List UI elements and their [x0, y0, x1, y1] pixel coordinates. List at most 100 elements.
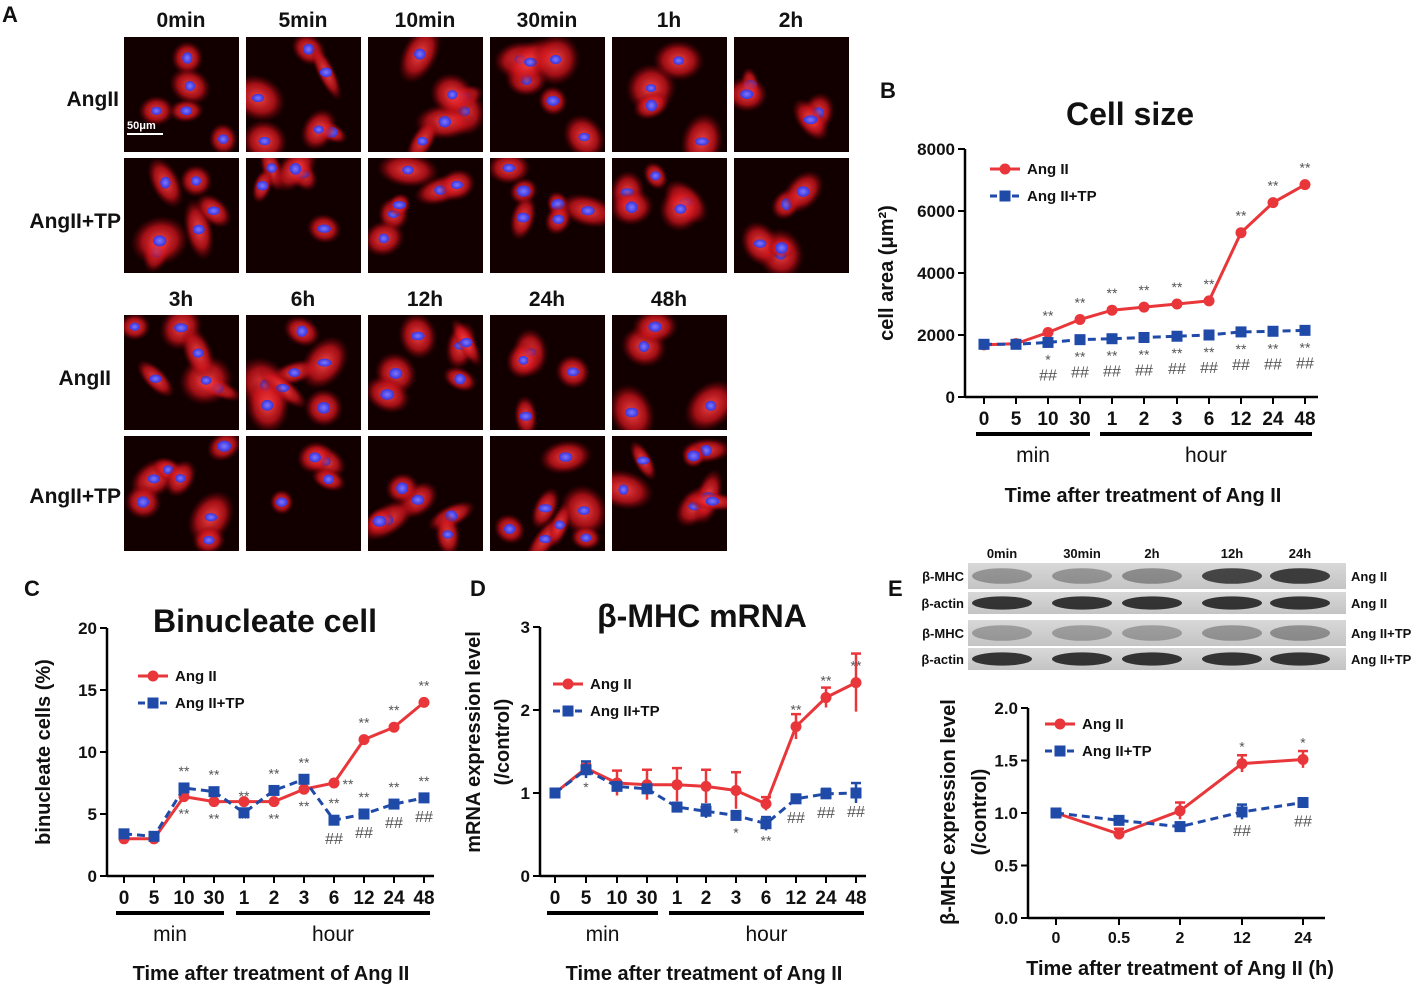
series-ang-ii-tp: ** **********##**##**##**## — [118, 754, 433, 848]
x-tick-label: 2 — [1139, 409, 1150, 430]
data-point — [1236, 806, 1248, 818]
x-tick-label: 24 — [815, 888, 837, 909]
micrograph-tile — [734, 37, 849, 152]
data-point — [238, 807, 250, 819]
blot-band — [1122, 652, 1182, 666]
series-ang-ii-tp: ****## ## ## — [549, 760, 865, 849]
x-tick-label: 48 — [1294, 409, 1315, 430]
significance-mark: * — [583, 779, 589, 795]
blot-band — [1052, 568, 1112, 584]
significance-mark: ** — [1139, 346, 1150, 362]
blot-band — [1052, 652, 1112, 666]
y-tick-label: 20 — [78, 619, 97, 638]
data-point — [1106, 304, 1118, 316]
significance-mark: ## — [415, 809, 433, 826]
data-point — [388, 721, 400, 733]
time-label: 30min — [517, 9, 578, 32]
data-point — [208, 786, 220, 798]
x-tick-label: 24 — [1262, 409, 1284, 430]
data-point — [208, 796, 220, 808]
significance-mark: ** — [1236, 341, 1247, 357]
legend-label: Ang II — [590, 676, 632, 693]
data-point — [1297, 797, 1309, 808]
blot-band — [1122, 568, 1182, 584]
data-point — [611, 780, 623, 792]
y-tick-label: 4000 — [917, 264, 955, 283]
series-line — [983, 183, 1306, 347]
panel-letter: C — [24, 576, 40, 601]
panel-a-micrographs — [124, 37, 849, 551]
blot-band — [1052, 596, 1112, 610]
micrograph-tile — [612, 37, 727, 152]
x-tick-label: 6 — [329, 888, 340, 909]
data-point — [1138, 331, 1150, 343]
data-point — [549, 787, 561, 799]
x-tick-label: 1 — [239, 888, 250, 909]
blot-band — [1202, 625, 1262, 641]
y-tick-label: 0 — [521, 867, 530, 886]
x-tick-label: 5 — [1011, 409, 1022, 430]
data-point — [1042, 336, 1054, 348]
x-tick-label: 30 — [203, 888, 224, 909]
data-point — [1113, 828, 1125, 840]
series-line — [554, 767, 857, 826]
data-point — [418, 792, 430, 804]
significance-mark: ** — [389, 779, 400, 795]
row-label-angii-top: AngII — [67, 88, 120, 111]
x-tick-label: 10 — [173, 888, 194, 909]
legend: Ang II Ang II+TP — [553, 676, 660, 720]
blot-band — [1202, 568, 1262, 584]
series-ang-ii-tp: *##**##**##**##**##**##**##**##**## — [978, 324, 1314, 384]
micrograph-tile — [246, 315, 361, 430]
data-point — [580, 764, 592, 776]
data-point — [820, 692, 832, 704]
data-point — [328, 777, 340, 789]
row-label-angiitp-bottom: AngII+TP — [29, 485, 121, 508]
blot-row: β-actin Ang II — [921, 592, 1387, 614]
x-tick-label: 5 — [581, 888, 592, 909]
micrograph-tile — [734, 158, 849, 273]
significance-mark: ## — [1135, 362, 1153, 379]
blot-row: β-actin Ang II+TP — [921, 648, 1412, 670]
x-tick-label: 12 — [1230, 409, 1251, 430]
group-label: min — [1016, 444, 1050, 467]
panel-letter: B — [880, 78, 896, 103]
x-axis-label: Time after treatment of Ang II (h) — [1026, 958, 1334, 980]
data-point — [1235, 326, 1247, 338]
significance-mark: ## — [1168, 361, 1186, 378]
micrograph-tile — [246, 158, 361, 273]
data-point — [671, 801, 683, 813]
legend-label: Ang II — [1082, 716, 1124, 733]
row-label-angii-bottom: AngII — [59, 367, 112, 390]
blot-band — [1270, 568, 1330, 584]
data-point — [358, 808, 370, 820]
micrograph-tile — [246, 436, 361, 551]
data-point — [1203, 329, 1215, 341]
data-point — [178, 782, 190, 794]
blot-lane-label: 24h — [1289, 546, 1311, 561]
data-point — [1236, 758, 1248, 770]
blot-protein-label: β-actin — [921, 652, 964, 667]
x-axis-label: Time after treatment of Ang II — [133, 963, 410, 985]
blot-lane-label: 2h — [1144, 546, 1159, 561]
y-axis-label: β-MHC expression level — [938, 699, 960, 925]
x-tick-label: 10 — [1037, 409, 1058, 430]
micrograph-tile — [612, 436, 727, 551]
chart-title: β-MHC mRNA — [597, 598, 807, 634]
significance-mark: ** — [209, 767, 220, 783]
significance-mark: ** — [1204, 276, 1215, 292]
blot-band — [1122, 596, 1182, 610]
data-point — [1042, 327, 1054, 339]
y-tick-label: 1 — [521, 784, 530, 803]
x-tick-label: 0 — [119, 888, 130, 909]
data-point — [760, 818, 772, 830]
blot-protein-label: β-MHC — [922, 626, 964, 641]
legend-marker — [562, 705, 574, 717]
significance-mark: ## — [1294, 814, 1312, 831]
legend-label: Ang II+TP — [1082, 743, 1152, 760]
series-ang-ii: ****************** — [118, 677, 430, 845]
legend: Ang II Ang II+TP — [138, 668, 245, 712]
significance-mark: ** — [1300, 339, 1311, 355]
